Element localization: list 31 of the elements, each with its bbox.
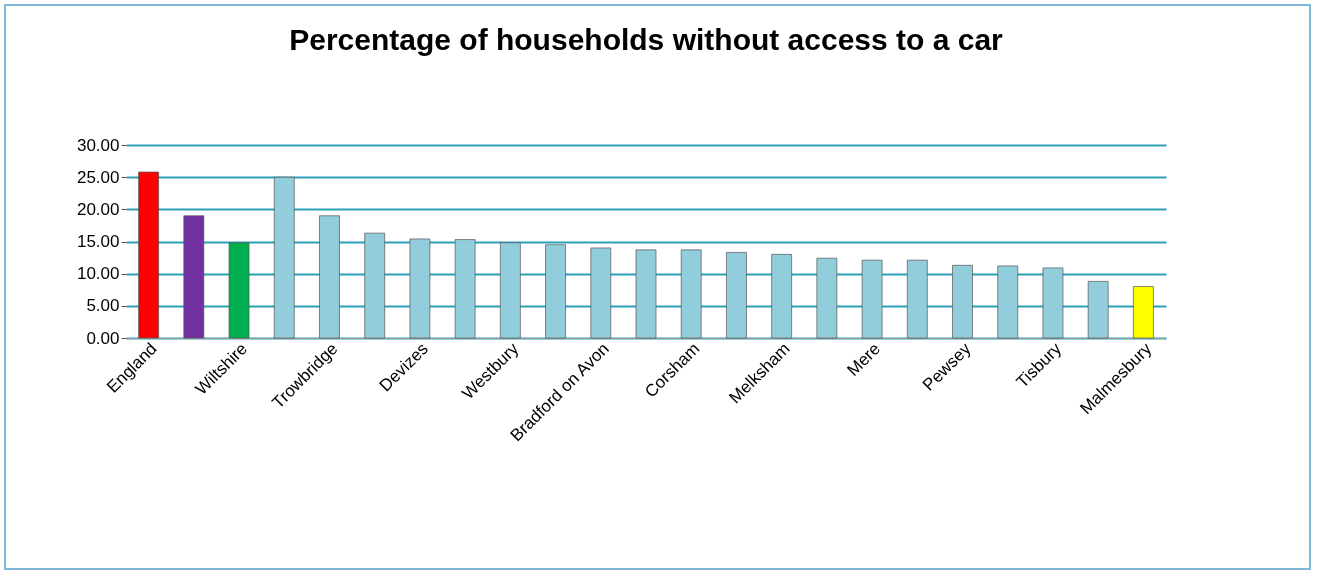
y-tick-label: 5.00 <box>86 296 120 316</box>
bar <box>319 215 340 339</box>
bar <box>364 232 386 339</box>
bar <box>997 265 1019 339</box>
bar <box>1087 281 1109 339</box>
y-tick-label: 10.00 <box>76 264 120 284</box>
bar <box>228 242 250 339</box>
bar <box>545 244 566 339</box>
bar <box>1042 267 1064 339</box>
bar <box>906 259 928 339</box>
y-tick-label: 30.00 <box>76 135 120 155</box>
bar <box>680 249 702 339</box>
bar <box>183 215 205 339</box>
bar <box>1133 286 1154 339</box>
bar <box>771 254 792 339</box>
bar <box>952 264 973 339</box>
y-tick-label: 15.00 <box>76 232 120 251</box>
bar <box>861 259 883 339</box>
y-tick-label: 25.00 <box>76 167 120 187</box>
bar <box>454 239 476 339</box>
y-tick-label: 0.00 <box>86 328 120 348</box>
bar <box>726 252 747 339</box>
y-tick-label: 20.00 <box>76 199 120 219</box>
bar <box>138 171 159 339</box>
bar <box>409 238 431 339</box>
bar <box>635 249 657 339</box>
bar <box>500 242 521 339</box>
bar <box>590 247 612 339</box>
bar <box>273 176 295 339</box>
bar <box>816 257 838 339</box>
chart-title: Percentage of households without access to a car <box>289 23 1004 56</box>
